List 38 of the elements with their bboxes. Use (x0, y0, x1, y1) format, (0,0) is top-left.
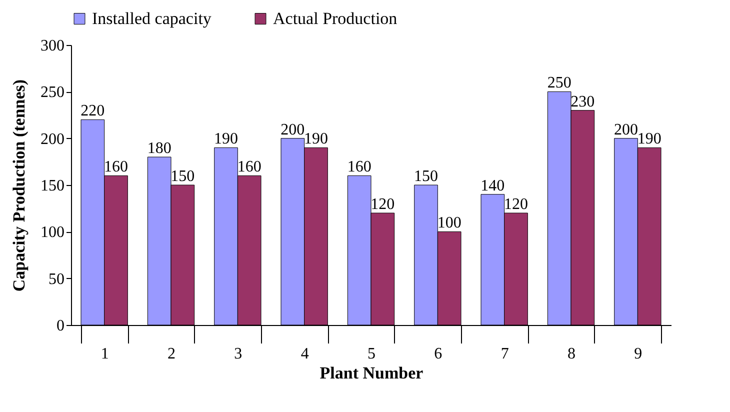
y-axis-title: Capacity Production (tennes) (10, 79, 28, 292)
x-tick-label: 3 (234, 346, 242, 362)
x-tick-label: 7 (500, 346, 509, 362)
data-label: 140 (480, 177, 505, 194)
y-tick-label: 200 (40, 130, 64, 148)
x-tick-label: 9 (634, 346, 642, 362)
legend-label: Installed capacity (92, 8, 212, 28)
x-axis-title: Plant Number (320, 364, 424, 382)
data-label: 150 (414, 168, 438, 185)
data-label: 190 (304, 130, 328, 148)
data-label: 190 (214, 130, 238, 148)
data-label: 230 (570, 93, 595, 110)
x-tick-label: 1 (100, 346, 109, 362)
data-label: 160 (347, 158, 372, 176)
x-tick-label: 8 (568, 346, 576, 362)
x-tick-label: 6 (434, 346, 442, 362)
x-tick-label: 4 (300, 346, 309, 362)
y-tick-label: 100 (40, 224, 64, 242)
legend-label: Actual Production (273, 8, 398, 28)
y-tick-label: 50 (48, 270, 64, 288)
x-tick-label: 5 (368, 346, 376, 362)
data-label: 220 (80, 102, 105, 120)
data-label: 180 (147, 140, 172, 157)
y-tick-label: 250 (40, 84, 64, 102)
y-tick-label: 0 (56, 318, 64, 334)
data-label: 200 (280, 121, 305, 138)
data-label: 120 (370, 196, 395, 213)
data-label: 190 (637, 130, 662, 148)
x-tick-label: 2 (168, 346, 176, 362)
y-tick-label: 300 (40, 38, 64, 54)
data-label: 160 (237, 158, 262, 176)
data-label: 250 (547, 74, 572, 92)
data-label: 150 (170, 168, 195, 185)
data-label: 120 (504, 196, 528, 213)
data-label: 100 (437, 214, 462, 232)
data-label: 200 (614, 121, 638, 138)
data-label: 160 (104, 158, 128, 176)
y-tick-label: 150 (40, 178, 64, 194)
